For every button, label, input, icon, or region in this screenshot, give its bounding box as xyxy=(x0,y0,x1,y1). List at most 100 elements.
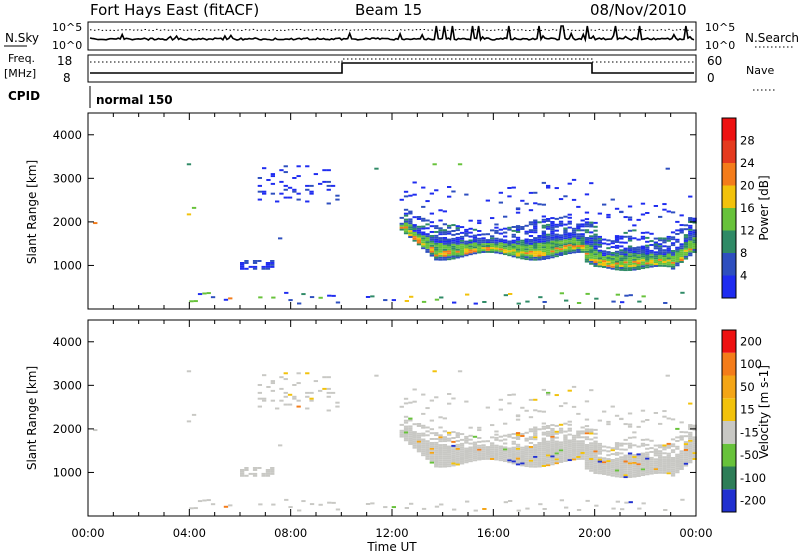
velocity-echo-cell xyxy=(627,423,633,426)
power-echo-cell xyxy=(546,225,551,228)
velocity-echo-cell xyxy=(511,460,516,463)
power-echo-cell xyxy=(468,251,473,254)
power-echo-cell xyxy=(606,264,611,267)
power-echo-cell xyxy=(666,265,671,268)
colorbar-swatch xyxy=(722,421,736,444)
power-echo-cell xyxy=(653,241,659,244)
velocity-echo-cell xyxy=(503,442,508,445)
velocity-echo-cell xyxy=(515,432,521,435)
velocity-echo-cell xyxy=(507,447,512,450)
velocity-echo-cell xyxy=(558,459,564,462)
velocity-echo-cell xyxy=(679,421,684,424)
velocity-echo-cell xyxy=(688,424,693,427)
velocity-echo-cell xyxy=(261,472,266,475)
power-echo-cell xyxy=(602,252,607,255)
power-echo-cell xyxy=(416,243,422,246)
power-echo-cell xyxy=(270,175,276,178)
power-echo-cell xyxy=(490,235,495,238)
velocity-echo-cell xyxy=(511,446,516,449)
power-echo-cell xyxy=(442,233,448,236)
power-echo-cell xyxy=(606,253,611,256)
power-echo-cell xyxy=(533,231,538,234)
power-echo-cell xyxy=(408,210,413,213)
power-echo-cell xyxy=(567,248,572,251)
power-echo-cell xyxy=(584,211,590,214)
power-echo-cell xyxy=(296,198,301,201)
power-echo-cell xyxy=(623,267,628,270)
velocity-echo-cell xyxy=(688,431,693,434)
power-echo-cell xyxy=(403,208,409,211)
power-echo-cell xyxy=(602,262,607,265)
power-echo-cell xyxy=(640,249,646,252)
velocity-echo-cell xyxy=(597,464,603,467)
velocity-echo-cell xyxy=(627,474,633,477)
velocity-echo-cell xyxy=(636,465,641,468)
velocity-echo-cell xyxy=(688,441,693,444)
velocity-echo-cell xyxy=(412,442,417,445)
power-echo-cell xyxy=(670,238,676,241)
velocity-echo-cell xyxy=(636,425,641,428)
velocity-echo-cell xyxy=(455,447,460,450)
power-echo-cell xyxy=(567,246,572,249)
velocity-echo-cell xyxy=(292,384,297,386)
power-echo-cell xyxy=(593,253,598,256)
power-echo-cell xyxy=(202,292,207,295)
power-echo-cell xyxy=(434,189,439,192)
power-echo-cell xyxy=(305,188,310,191)
velocity-echo-cell xyxy=(472,459,478,462)
power-echo-cell xyxy=(412,237,417,240)
power-echo-cell xyxy=(675,233,680,235)
velocity-echo-cell xyxy=(210,503,216,506)
velocity-echo-cell xyxy=(554,444,559,447)
power-echo-cell xyxy=(670,259,676,262)
power-echo-cell xyxy=(434,227,439,230)
velocity-echo-cell xyxy=(662,415,667,418)
velocity-echo-cell xyxy=(455,445,460,448)
velocity-echo-cell xyxy=(610,447,615,450)
power-echo-cell xyxy=(442,237,448,239)
power-echo-cell xyxy=(623,257,628,260)
velocity-echo-cell xyxy=(632,465,637,468)
velocity-echo-cell xyxy=(477,446,482,449)
power-echo-cell xyxy=(632,224,637,227)
power-echo-cell xyxy=(597,253,603,256)
power-echo-cell xyxy=(563,249,568,252)
velocity-echo-cell xyxy=(653,452,659,455)
velocity-echo-cell xyxy=(275,407,280,410)
velocity-echo-cell xyxy=(675,436,680,439)
velocity-echo-cell xyxy=(614,461,620,464)
power-echo-cell xyxy=(558,246,564,249)
power-echo-cell xyxy=(455,244,460,247)
velocity-echo-cell xyxy=(558,441,564,444)
power-echo-cell xyxy=(459,247,465,250)
velocity-echo-cell xyxy=(619,464,624,467)
velocity-echo-cell xyxy=(459,450,465,453)
velocity-echo-cell xyxy=(541,433,547,436)
power-echo-cell xyxy=(636,262,641,265)
power-echo-cell xyxy=(662,264,667,267)
power-echo-cell xyxy=(606,266,611,269)
power-echo-cell xyxy=(270,192,276,195)
velocity-echo-cell xyxy=(511,440,516,443)
power-echo-cell xyxy=(619,265,624,267)
velocity-echo-cell xyxy=(305,407,310,410)
velocity-echo-cell xyxy=(434,447,439,450)
power-echo-cell xyxy=(447,224,452,227)
power-echo-cell xyxy=(429,252,435,255)
velocity-echo-cell xyxy=(442,430,448,433)
velocity-echo-cell xyxy=(451,444,456,447)
colorbar-swatch xyxy=(722,208,736,231)
power-echo-cell xyxy=(580,237,585,240)
velocity-echo-cell xyxy=(627,436,633,439)
velocity-echo-cell xyxy=(434,445,439,448)
velocity-echo-cell xyxy=(610,474,615,477)
power-echo-cell xyxy=(412,233,417,236)
velocity-echo-cell xyxy=(558,443,564,446)
velocity-echo-cell xyxy=(670,445,676,448)
power-echo-cell xyxy=(442,223,448,226)
power-echo-cell xyxy=(472,244,478,247)
power-echo-cell xyxy=(550,238,555,241)
power-echo-cell xyxy=(287,196,293,199)
velocity-echo-cell xyxy=(546,462,551,465)
power-echo-cell xyxy=(186,213,192,216)
